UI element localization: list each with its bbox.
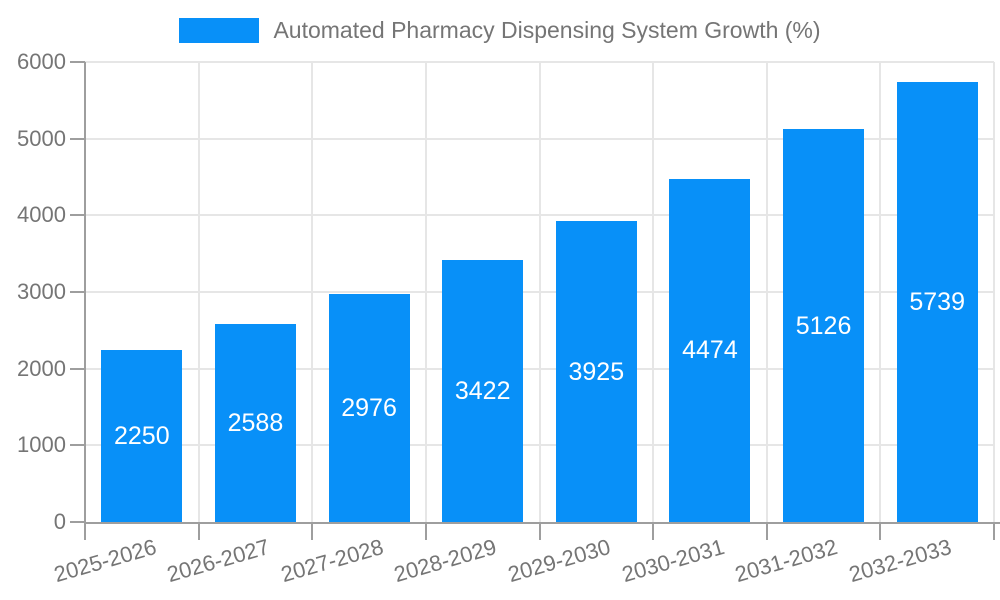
legend-swatch bbox=[179, 17, 260, 43]
gridline-vertical bbox=[652, 62, 655, 522]
x-axis-tick bbox=[993, 522, 995, 540]
x-tick-label: 2029-2030 bbox=[505, 534, 614, 588]
x-axis-tick bbox=[538, 522, 541, 540]
x-tick-label: 2025-2026 bbox=[50, 534, 159, 588]
x-tick-label: 2032-2033 bbox=[846, 534, 955, 588]
gridline-vertical bbox=[765, 62, 768, 522]
x-tick-label: 2026-2027 bbox=[164, 534, 273, 588]
bar-value-label: 5126 bbox=[795, 311, 852, 340]
x-axis-tick bbox=[197, 522, 200, 540]
y-tick-label: 0 bbox=[53, 509, 66, 534]
y-axis-tick bbox=[70, 291, 85, 293]
y-axis-tick bbox=[70, 137, 85, 140]
y-axis-tick bbox=[70, 61, 85, 63]
x-axis-tick bbox=[879, 522, 882, 540]
bar bbox=[328, 293, 410, 522]
y-tick-label: 6000 bbox=[17, 49, 66, 74]
bar bbox=[783, 129, 865, 522]
bar-value-label: 2976 bbox=[341, 393, 397, 422]
gridline-vertical bbox=[311, 62, 314, 522]
y-tick-label: 4000 bbox=[17, 202, 66, 228]
x-tick-label: 2030-2031 bbox=[618, 534, 727, 588]
x-axis-tick bbox=[311, 522, 314, 540]
bar-value-label: 2250 bbox=[114, 421, 170, 450]
x-axis-tick bbox=[652, 522, 655, 540]
bar bbox=[101, 349, 183, 522]
x-axis-tick bbox=[424, 522, 427, 540]
bar-value-label: 5739 bbox=[909, 288, 965, 316]
bar bbox=[214, 323, 296, 522]
gridline-vertical bbox=[424, 62, 427, 522]
bar bbox=[669, 178, 751, 522]
bar bbox=[555, 221, 637, 522]
gridline-vertical bbox=[197, 62, 200, 522]
y-axis-line bbox=[84, 62, 86, 524]
bar bbox=[896, 82, 978, 522]
x-axis-tick bbox=[84, 522, 86, 540]
x-tick-label: 2027-2028 bbox=[277, 534, 386, 588]
gridline-vertical bbox=[538, 62, 541, 522]
y-tick-label: 3000 bbox=[17, 279, 66, 304]
y-tick-label: 2000 bbox=[17, 355, 66, 381]
gridline-vertical bbox=[993, 62, 995, 522]
bar-value-label: 2588 bbox=[227, 408, 284, 437]
x-tick-label: 2028-2029 bbox=[391, 534, 500, 588]
bar bbox=[442, 259, 524, 522]
x-axis-tick bbox=[765, 522, 768, 540]
legend-label: Automated Pharmacy Dispensing System Gro… bbox=[273, 17, 821, 43]
y-axis-tick bbox=[70, 444, 85, 447]
gridline-vertical bbox=[879, 62, 882, 522]
bar-value-label: 3422 bbox=[454, 376, 511, 405]
y-axis-tick bbox=[70, 214, 85, 217]
bar-value-label: 3925 bbox=[568, 357, 625, 386]
y-tick-label: 1000 bbox=[17, 432, 66, 458]
x-tick-label: 2031-2032 bbox=[732, 534, 841, 588]
y-axis-tick bbox=[70, 367, 85, 370]
bar-value-label: 4474 bbox=[682, 336, 738, 365]
y-axis-tick bbox=[70, 521, 85, 523]
x-axis-line bbox=[84, 522, 1000, 524]
y-tick-label: 5000 bbox=[17, 125, 66, 151]
legend: Automated Pharmacy Dispensing System Gro… bbox=[0, 16, 1000, 44]
